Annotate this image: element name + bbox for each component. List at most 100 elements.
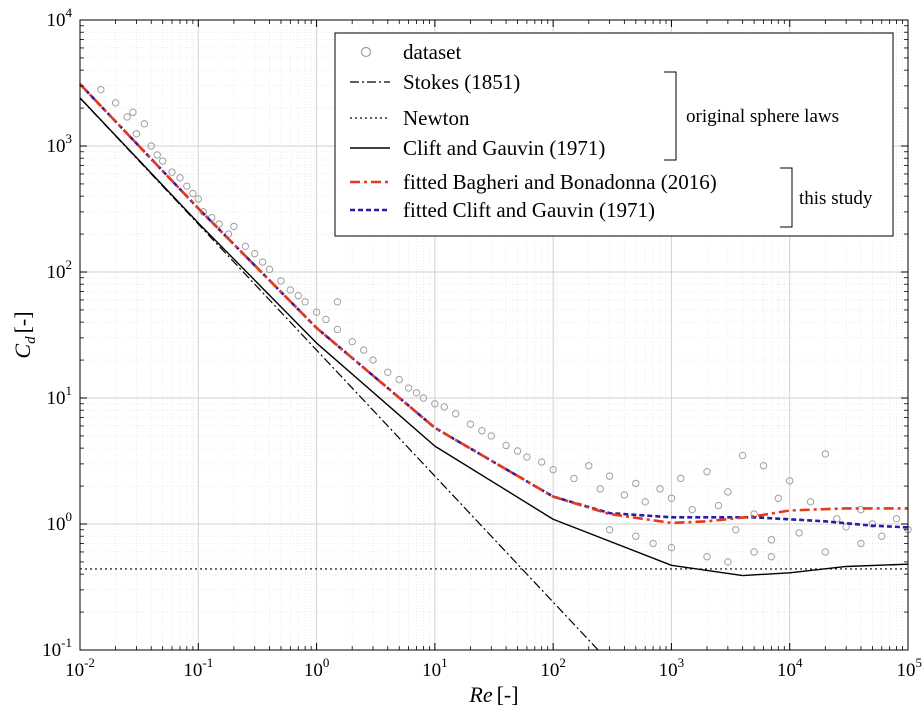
y-axis-label-sub: d [23, 336, 39, 344]
legend-bracket-this-study [780, 167, 793, 228]
data-point [585, 462, 593, 470]
data-point [478, 427, 486, 435]
data-point [251, 249, 259, 258]
data-point [714, 501, 723, 510]
y-tick-base: 10 [47, 388, 66, 409]
data-point [738, 451, 747, 460]
data-point [667, 494, 676, 502]
x-tick-label: 100 [304, 655, 330, 681]
y-tick-label: 100 [47, 509, 73, 535]
data-point [176, 174, 184, 182]
x-tick-label: 104 [777, 655, 803, 681]
data-point [322, 315, 330, 324]
data-point [466, 420, 475, 428]
x-tick-label: 105 [897, 655, 923, 681]
x-axis-label-main: Re [468, 682, 492, 707]
data-point [153, 151, 161, 159]
y-tick-base: 10 [42, 640, 61, 661]
data-point [868, 520, 877, 528]
x-tick-base: 10 [540, 660, 559, 681]
data-point [724, 488, 732, 496]
data-point [158, 157, 167, 165]
data-point [147, 142, 155, 150]
data-point [369, 356, 377, 364]
x-tick-label: 10-2 [65, 655, 95, 681]
legend-label-fitted-bagheri: fitted Bagheri and Bonadonna (2016) [403, 170, 717, 194]
data-point [451, 410, 460, 418]
x-tick-exponent: -1 [202, 655, 213, 670]
data-point [333, 298, 342, 306]
data-point [857, 539, 865, 548]
data-point [878, 532, 886, 540]
x-tick-exponent: 3 [678, 655, 685, 670]
y-axis-label-unit: [-] [10, 311, 35, 333]
x-axis-label-unit: [-] [497, 682, 519, 707]
data-point [759, 462, 768, 470]
data-point [821, 450, 830, 458]
data-point [359, 346, 368, 354]
data-point [570, 474, 578, 483]
data-point [183, 182, 191, 190]
data-point [412, 389, 421, 397]
data-point [605, 526, 614, 534]
y-tick-label: 104 [47, 5, 73, 31]
data-point [767, 536, 776, 544]
data-point [294, 291, 302, 300]
x-tick-base: 10 [65, 660, 84, 681]
x-tick-labels: 10-2 10-1 100 101 102 103 104 105 [65, 655, 922, 681]
x-tick-exponent: 2 [559, 655, 566, 670]
x-tick-base: 10 [304, 660, 323, 681]
data-point [732, 526, 740, 534]
y-tick-label: 10-1 [42, 635, 72, 661]
x-tick-base: 10 [777, 660, 796, 681]
x-tick-label: 103 [659, 655, 685, 681]
data-point [194, 195, 202, 203]
y-tick-label: 103 [47, 131, 73, 157]
data-point [632, 532, 640, 540]
data-point [537, 458, 546, 466]
legend-box [334, 32, 894, 237]
data-point [384, 368, 392, 376]
curves [79, 83, 909, 651]
data-point [795, 529, 803, 537]
data-point [703, 553, 711, 561]
data-point [724, 558, 732, 566]
data-point [419, 394, 428, 402]
y-tick-exponent: 4 [66, 5, 73, 20]
y-tick-exponent: 0 [66, 509, 73, 524]
data-point [513, 447, 522, 455]
y-tick-exponent: 2 [66, 257, 73, 272]
data-point [821, 548, 830, 556]
data-point [656, 485, 664, 493]
data-point [348, 337, 356, 346]
y-tick-exponent: -1 [61, 635, 72, 650]
data-point [395, 375, 403, 384]
data-point [703, 468, 711, 476]
x-tick-base: 10 [659, 660, 678, 681]
data-point [750, 548, 758, 556]
y-axis-label-main: C [10, 344, 35, 359]
y-axis-label: Cd [-] [10, 311, 39, 358]
x-tick-base: 10 [183, 660, 202, 681]
legend-label-clift-gauvin: Clift and Gauvin (1971) [403, 136, 605, 160]
data-point [265, 265, 274, 274]
data-point [404, 384, 413, 392]
x-tick-exponent: 5 [916, 655, 923, 670]
legend-label-fitted-clift: fitted Clift and Gauvin (1971) [403, 198, 655, 222]
y-tick-exponent: 3 [66, 131, 73, 146]
data-point [312, 308, 321, 316]
data-point [632, 479, 640, 488]
y-tick-exponent: 1 [66, 383, 73, 398]
data-point [688, 505, 696, 514]
x-tick-base: 10 [422, 660, 441, 681]
x-tick-label: 10-1 [183, 655, 213, 681]
data-point [641, 498, 649, 506]
x-tick-base: 10 [897, 660, 916, 681]
plot-frame [79, 19, 909, 651]
data-point [605, 472, 614, 480]
data-point [241, 242, 250, 250]
x-tick-exponent: -2 [84, 655, 95, 670]
data-point [649, 539, 657, 548]
data-point [833, 515, 841, 523]
data-point [549, 465, 557, 474]
